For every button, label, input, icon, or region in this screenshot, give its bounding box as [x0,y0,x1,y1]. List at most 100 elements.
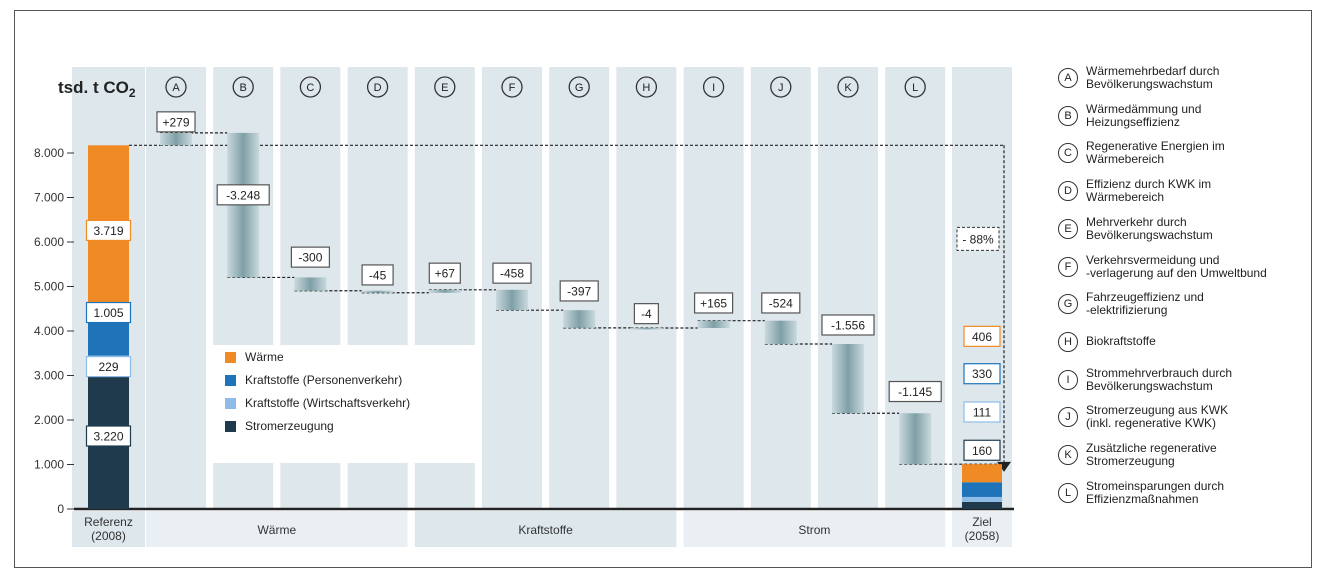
step-value-label: +279 [162,115,189,129]
y-tick-label: 3.000 [34,369,64,383]
step-legend-line: Bevölkerungswachstum [1086,378,1213,393]
y-tick-label: 1.000 [34,458,64,472]
column-letter: I [712,82,715,94]
step-legend-item: B Wärmedämmung und Heizungseffizienz [1058,101,1313,137]
step-value-label-box [888,380,942,403]
step-legend-line: Stromerzeugung [1086,454,1175,468]
step-legend-text: Mehrverkehr durch Bevölkerungswachstum [1086,214,1312,242]
column-bg-j [750,67,811,509]
reference-value-label-box [85,219,132,242]
column-letter: J [778,82,784,94]
label-band-referenz [72,511,145,547]
column-letter-circle [568,76,590,98]
step-legend-text: Biokraftstoffe [1086,333,1312,348]
column-letters: A B C D E F G H I J K L [165,76,926,98]
column-bg-f [482,67,542,509]
step-value-label: +165 [700,296,727,310]
step-legend-line: Strommehrverbrauch durch [1086,365,1233,380]
step-legend-line: Regenerative Energien im [1086,139,1225,154]
legend-swatch [225,375,236,386]
step-value-label: -300 [298,251,322,265]
column-letter-circle [770,76,792,98]
step-legend-letter: H [1058,331,1078,352]
column-bg-k [818,67,878,509]
target-segment [962,464,1002,483]
step-legend-item: A Wärmemehrbedarf durch Bevölkerungswachst… [1058,65,1313,99]
column-bg-ziel [952,67,1012,509]
value-labels: 3.220 229 1.005 3.719 160 111 330 406 +279 -3.248… [85,111,1001,461]
reference-value-label: 1.005 [93,306,123,320]
target-value-label: 111 [973,405,992,419]
y-tick-label: 6.000 [34,235,64,249]
step-legend-item: I Strommehrverbrauch durch Bevölkerungswac… [1058,365,1313,401]
step-bar-j [764,320,797,344]
column-letter: F [509,82,516,94]
step-value-label-box [633,303,660,325]
step-legend-letter: F [1058,256,1078,277]
step-legend-text: Regenerative Energien im Wärmebereich [1086,140,1312,166]
column-letter-circle [232,76,254,98]
column-letter-circle [165,76,187,98]
column-letter: B [240,82,247,94]
y-tick-label: 0 [57,502,64,516]
step-legend-line: Effizienz durch KWK im [1086,177,1212,192]
step-value-label: -397 [567,284,591,298]
step-bar-d [361,290,394,293]
target-value-label-box [963,439,1001,461]
reference-value-label-box [85,356,132,378]
step-legend-line: Zusätzliche regenerative [1086,441,1217,455]
step-legend-text: Verkehrsvermeidung und -verlagerung auf d… [1086,252,1312,280]
reference-value-label-box [85,425,132,447]
step-legend-letter: E [1058,218,1078,239]
step-value-label: -1.556 [831,318,865,332]
step-legend-line: Wärmedämmung und [1086,101,1202,116]
step-legend-letter: C [1058,143,1078,164]
step-value-label: -45 [369,268,387,282]
step-legend-item: C Regenerative Energien im Wärmebereich [1058,140,1313,174]
step-value-label-box [156,111,196,133]
step-legend-line: Heizungseffizienz [1086,114,1180,129]
column-letter-circle [434,76,456,98]
legend-label: Stromerzeugung [245,419,334,433]
group-label-bands: Wärme Kraftstoffe Strom Referenz(2008) Ziel(… [72,511,1012,547]
step-legend-line: Stromerzeugung aus KWK [1086,403,1229,418]
step-value-label: -458 [500,267,524,281]
step-legend-line: Wärmebereich [1086,152,1165,167]
column-letter: E [441,82,448,94]
step-value-label: +67 [435,267,456,281]
step-legend-line: Verkehrsvermeidung und [1086,252,1220,267]
step-legend-line: Biokraftstoffe [1086,333,1156,348]
step-legend-letter: K [1058,445,1078,465]
column-letter: C [306,82,314,94]
step-bar-c [294,277,327,291]
step-legend-item: L Stromeinsparungen durch Effizienzmaßnahm… [1058,479,1313,514]
target-value-label-box [963,363,1001,385]
target-value-label: 330 [972,367,992,381]
step-legend-line: -elektrifizierung [1086,303,1168,318]
legend-swatch [225,398,236,409]
step-legend-letter: L [1058,482,1078,503]
step-legend-letter: I [1058,369,1078,390]
target-segment [962,501,1002,509]
step-value-label-box [761,292,801,314]
y-tick-label: 2.000 [34,413,64,427]
column-letter: A [172,82,180,94]
step-legend-text: Fahrzeugeffizienz und -elektrifizierung [1086,291,1312,317]
step-legend-letter: B [1058,105,1078,126]
step-legend-line: -verlagerung auf den Umweltbund [1086,265,1267,280]
step-legend-text: Wärmemehrbedarf durch Bevölkerungswachstu… [1086,65,1312,91]
target-label: Ziel [972,515,991,529]
step-value-label: -3.248 [226,188,260,202]
step-legend-text: Stromerzeugung aus KWK (inkl. regenerativ… [1086,404,1312,430]
column-letter-circle [299,76,322,98]
step-legend-line: (inkl. regenerative KWK) [1086,416,1217,431]
target-segment [962,482,1002,497]
step-value-label-box [290,246,330,268]
step-legend-line: Mehrverkehr durch [1086,214,1187,229]
reference-value-label-box [85,301,132,324]
step-legend-line: Bevölkerungswachstum [1086,77,1213,91]
step-value-label-box [361,264,394,286]
legend-swatch [225,352,236,363]
target-value-label: 406 [972,330,992,344]
percent-label: - 88% [962,232,994,246]
